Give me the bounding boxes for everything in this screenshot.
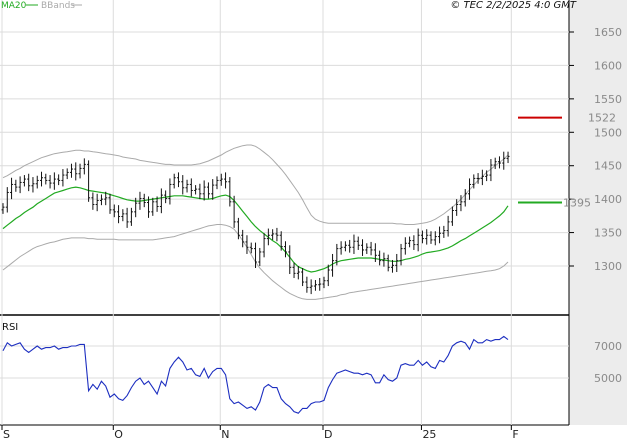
rsi-tick-label: 5000 [594, 372, 622, 385]
rsi-title: RSI [2, 322, 18, 333]
indicator-ma20-label: MA20 [1, 1, 27, 11]
ma20-layer [2, 186, 509, 273]
axis-background [569, 0, 627, 425]
support-level-label: 1395 [563, 196, 591, 209]
ohlc-bars [1, 151, 510, 295]
y-tick-label: 1500 [594, 126, 622, 139]
x-tick-label: F [512, 428, 518, 440]
rsi-grid [0, 345, 569, 379]
y-tick-label: 1550 [594, 93, 622, 106]
indicator-bbands-label: BBands [41, 1, 75, 11]
rsi-layer [2, 335, 509, 414]
y-tick-label: 1650 [594, 26, 622, 39]
main-grid [0, 0, 569, 425]
x-tick-label: S [3, 428, 10, 440]
y-tick-label: 1450 [594, 160, 622, 173]
rsi-tick-label: 7000 [594, 340, 622, 353]
timestamp: © TEC 2/2/2025 4:0 GMT [450, 0, 577, 11]
x-tick-label: D [324, 428, 332, 440]
x-tick-label: O [114, 428, 123, 440]
ma20-line [2, 186, 509, 273]
y-tick-label: 1600 [594, 59, 622, 72]
price-levels: 1522 1395 [518, 112, 616, 209]
y-tick-label: 1350 [594, 227, 622, 240]
x-tick-label: N [221, 428, 229, 440]
x-axis: S O N D 25 F [1, 425, 519, 440]
rsi-line [2, 335, 509, 414]
rsi-y-axis: 5000 7000 [594, 340, 622, 385]
resistance-level-label: 1522 [588, 112, 616, 125]
x-tick-label: 25 [422, 428, 436, 440]
y-axis: 1300 1350 1400 1450 1500 1550 1600 1650 [569, 26, 622, 273]
y-tick-label: 1300 [594, 260, 622, 273]
y-tick-label: 1400 [594, 193, 622, 206]
bbands-upper-line [2, 144, 509, 225]
